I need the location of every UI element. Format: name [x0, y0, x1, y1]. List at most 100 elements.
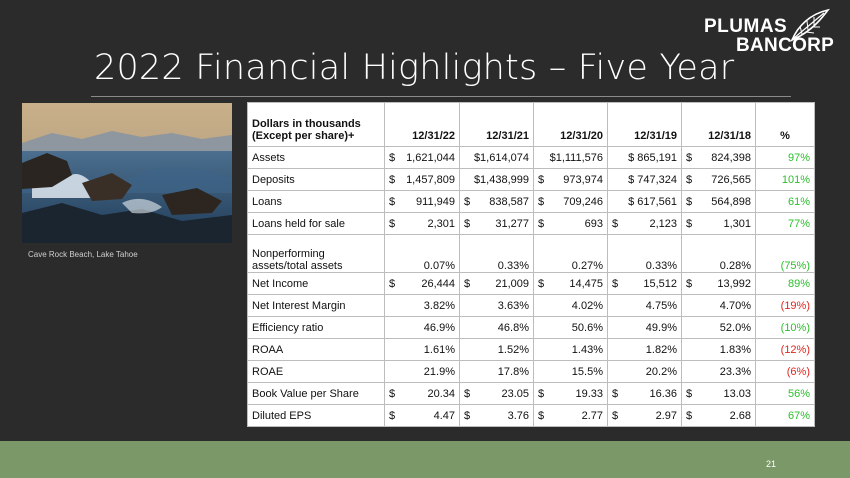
currency-symbol: $ — [686, 151, 693, 164]
page-number: 21 — [765, 459, 776, 469]
value-cell: $15,512 — [607, 272, 682, 295]
value-cell: $ 747,324 — [607, 168, 682, 191]
table-row: Nonperforming assets/total assets 0.07% 0.3… — [247, 234, 815, 273]
cell-value: 0.27% — [571, 260, 603, 272]
cell-value: $ 747,324 — [628, 173, 677, 186]
value-cell: 3.82% — [384, 294, 460, 317]
cell-value: 2,123 — [649, 217, 677, 230]
currency-symbol: $ — [538, 387, 545, 400]
value-cell: $2.77 — [533, 404, 608, 427]
percent-change-cell: 89% — [755, 272, 815, 295]
value-cell: $1,301 — [681, 212, 756, 235]
cell-value: 973,974 — [563, 173, 603, 186]
cell-value: 0.33% — [497, 260, 529, 272]
row-label: Assets — [247, 146, 385, 169]
cell-value: 824,398 — [711, 151, 751, 164]
row-label-text: ROAE — [252, 365, 284, 378]
cell-value: 2.77 — [581, 409, 603, 422]
value-cell: 52.0% — [681, 316, 756, 339]
cell-value: 1.82% — [645, 343, 677, 356]
cell-value: 3.82% — [423, 299, 455, 312]
value-cell: 21.9% — [384, 360, 460, 383]
currency-symbol: $ — [389, 409, 396, 422]
table-row: Net Income $26,444 $21,009 $14,475 $15,512 $1… — [247, 272, 815, 295]
cell-value: 20.2% — [645, 365, 677, 378]
row-label-text: Efficiency ratio — [252, 321, 324, 334]
title-divider — [91, 96, 791, 97]
value-cell: $693 — [533, 212, 608, 235]
photo-caption: Cave Rock Beach, Lake Tahoe — [28, 250, 138, 259]
cell-value: $ 865,191 — [628, 151, 677, 164]
cell-value: 2.97 — [655, 409, 677, 422]
value-cell: 0.07% — [384, 234, 460, 273]
cell-value: 838,587 — [489, 195, 529, 208]
percent-change-cell: (75%) — [755, 234, 815, 273]
value-cell: 1.61% — [384, 338, 460, 361]
row-label-text: Deposits — [252, 173, 295, 186]
cell-value: $1,111,576 — [549, 151, 603, 164]
cell-value: 20.34 — [427, 387, 455, 400]
logo-text-line2: BANCORP — [736, 35, 835, 56]
header-col-2021: 12/31/21 — [459, 102, 534, 147]
value-cell: 0.28% — [681, 234, 756, 273]
percent-change-cell: 61% — [755, 190, 815, 213]
value-cell: $973,974 — [533, 168, 608, 191]
row-label-text: Net Interest Margin — [252, 299, 346, 312]
row-label: Net Interest Margin — [247, 294, 385, 317]
currency-symbol: $ — [389, 277, 396, 290]
cell-value: 13.03 — [723, 387, 751, 400]
currency-symbol: $ — [389, 173, 396, 186]
cell-value: $1,438,999 — [473, 173, 529, 186]
currency-symbol: $ — [464, 195, 471, 208]
table-header-row: Dollars in thousands (Except per share)+… — [247, 102, 815, 147]
value-cell: $20.34 — [384, 382, 460, 405]
row-label-text: Loans — [252, 195, 282, 208]
cell-value: 2,301 — [427, 217, 455, 230]
cell-value: 1.43% — [571, 343, 603, 356]
cell-value: 17.8% — [497, 365, 529, 378]
cell-value: 693 — [584, 217, 603, 230]
currency-symbol: $ — [538, 277, 545, 290]
value-cell: $13,992 — [681, 272, 756, 295]
cell-value: 3.63% — [497, 299, 529, 312]
currency-symbol: $ — [686, 387, 693, 400]
cell-value: 14,475 — [569, 277, 603, 290]
table-row: Assets $1,621,044 $1,614,074 $1,111,576 $ 86… — [247, 146, 815, 169]
cell-value: 16.36 — [649, 387, 677, 400]
cell-value: 1.52% — [497, 343, 529, 356]
table-row: Loans held for sale $2,301 $31,277 $693 $2,1… — [247, 212, 815, 235]
cell-value: 0.28% — [719, 260, 751, 272]
value-cell: $3.76 — [459, 404, 534, 427]
currency-symbol: $ — [686, 217, 693, 230]
row-label: Diluted EPS — [247, 404, 385, 427]
header-col-2018: 12/31/18 — [681, 102, 756, 147]
row-label-text: Diluted EPS — [252, 409, 312, 422]
currency-symbol: $ — [612, 277, 619, 290]
cell-value: 46.8% — [497, 321, 529, 334]
cell-value: 3.76 — [507, 409, 529, 422]
currency-symbol: $ — [538, 409, 545, 422]
header-label-line2: (Except per share)+ — [252, 130, 355, 142]
currency-symbol: $ — [464, 409, 471, 422]
currency-symbol: $ — [538, 195, 545, 208]
cell-value: 1,301 — [723, 217, 751, 230]
cell-value: 1.83% — [719, 343, 751, 356]
currency-symbol: $ — [686, 195, 693, 208]
footer-bar: 21 — [0, 441, 850, 478]
value-cell: 46.8% — [459, 316, 534, 339]
cell-value: 564,898 — [711, 195, 751, 208]
table-row: Deposits $1,457,809 $1,438,999 $973,974 $ 74… — [247, 168, 815, 191]
currency-symbol: $ — [389, 387, 396, 400]
currency-symbol: $ — [612, 409, 619, 422]
table-row: Efficiency ratio 46.9% 46.8% 50.6% 49.9% 52.0… — [247, 316, 815, 339]
row-label: ROAE — [247, 360, 385, 383]
value-cell: $709,246 — [533, 190, 608, 213]
value-cell: 17.8% — [459, 360, 534, 383]
cell-value: 709,246 — [563, 195, 603, 208]
cell-value: 19.33 — [575, 387, 603, 400]
cell-value: 4.70% — [719, 299, 751, 312]
value-cell: $4.47 — [384, 404, 460, 427]
table-row: ROAE 21.9% 17.8% 15.5% 20.2% 23.3% (6%) — [247, 360, 815, 383]
cell-value: 13,992 — [717, 277, 751, 290]
percent-change-cell: 97% — [755, 146, 815, 169]
